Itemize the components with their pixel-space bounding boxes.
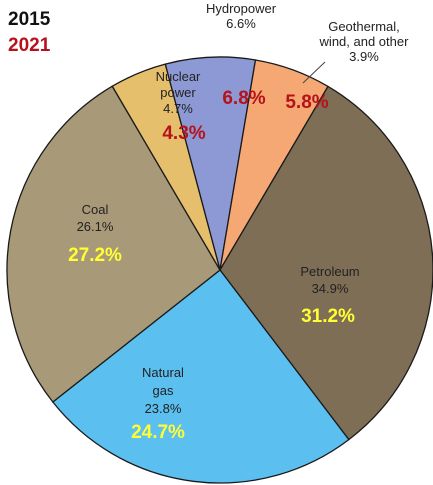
pie-slices [6, 56, 433, 484]
slice-nuclear-power [111, 63, 221, 271]
slice-coal [6, 85, 221, 403]
value-2021-petroleum: 31.2% [301, 306, 355, 327]
value-2021-coal: 27.2% [68, 245, 122, 266]
value-2015-hydropower: 6.6% [226, 16, 256, 31]
slice-label-geothermal-wind-and-other: Geothermal, [328, 19, 400, 34]
value-2021-geothermal-wind-and-other: 5.8% [285, 92, 328, 113]
slice-label-petroleum: Petroleum [300, 264, 359, 279]
slice-label-nuclear-power: power [160, 85, 196, 100]
value-2015-coal: 26.1% [77, 219, 114, 234]
slice-natural-gas [51, 269, 350, 484]
slice-label-natural-gas: Natural [142, 365, 184, 380]
slice-label-nuclear-power: Nuclear [156, 69, 201, 84]
value-2021-natural-gas: 24.7% [131, 422, 185, 443]
value-2021-nuclear-power: 4.3% [162, 123, 205, 144]
geothermal-leader-line [302, 61, 326, 84]
slice-label-hydropower: Hydropower [206, 1, 277, 16]
legend-year-2015: 2015 [8, 9, 51, 30]
slice-label-coal: Coal [82, 202, 109, 217]
slice-label-natural-gas: gas [153, 383, 174, 398]
slice-label-geothermal-wind-and-other: wind, and other [319, 34, 410, 49]
value-2015-nuclear-power: 4.7% [163, 101, 193, 116]
value-2021-hydropower: 6.8% [222, 88, 265, 109]
value-2015-geothermal-wind-and-other: 3.9% [349, 49, 379, 64]
value-2015-petroleum: 34.9% [312, 281, 349, 296]
value-2015-natural-gas: 23.8% [145, 401, 182, 416]
legend-year-2021: 2021 [8, 35, 51, 56]
